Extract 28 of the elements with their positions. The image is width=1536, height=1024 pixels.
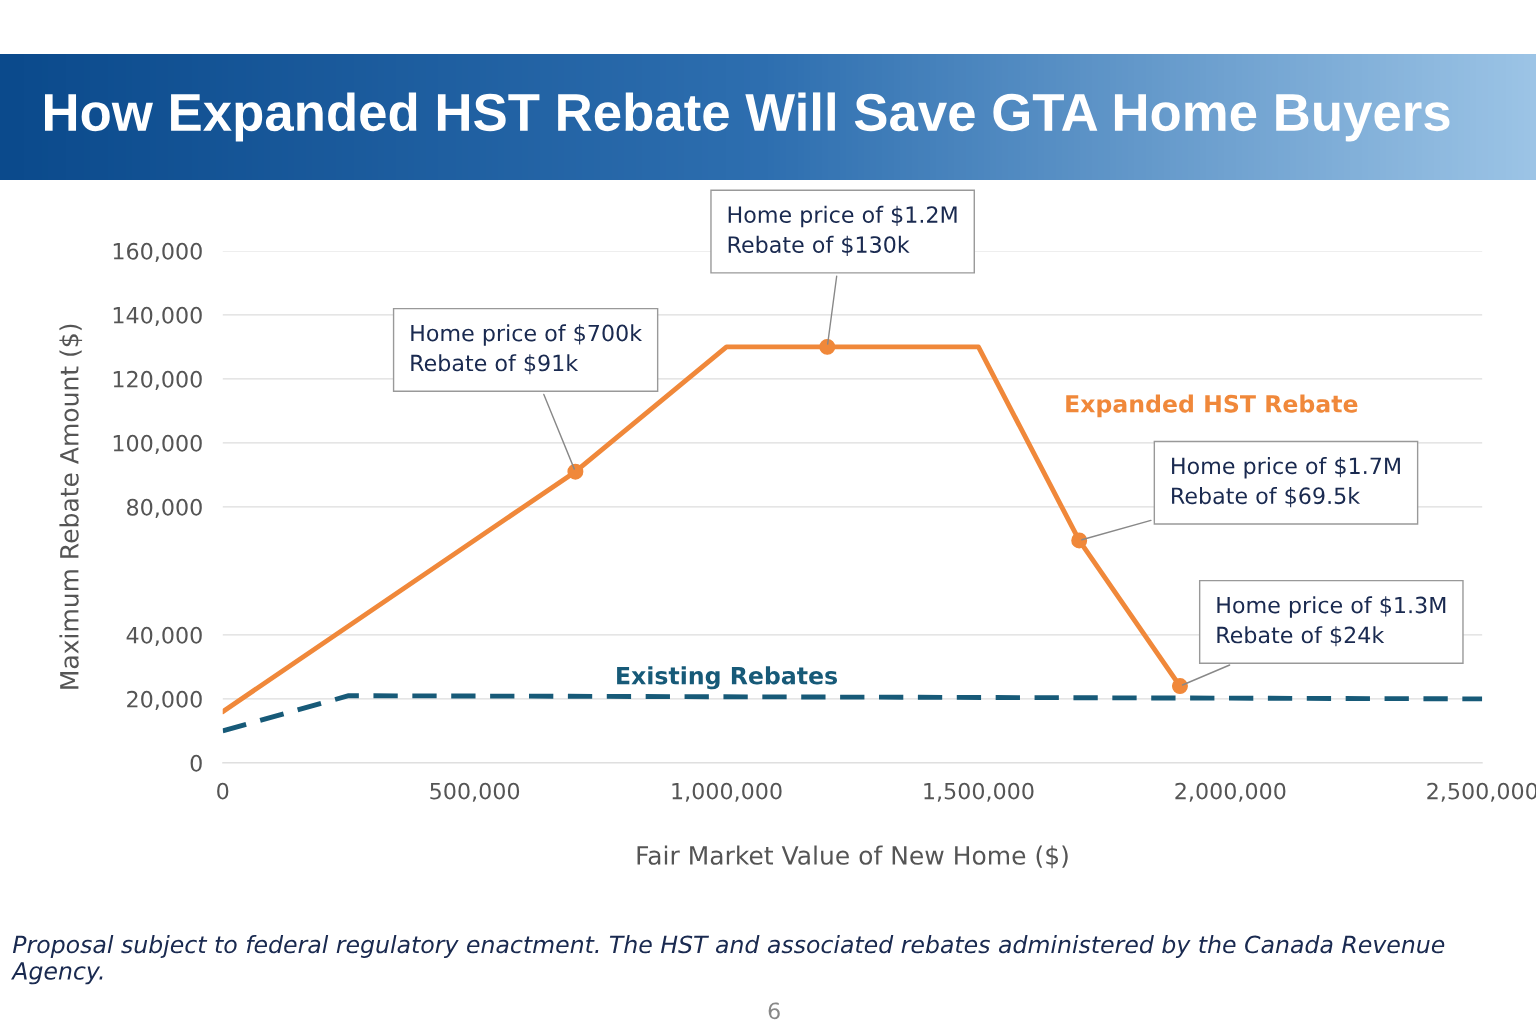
y-tick-label: 140,000	[113, 306, 202, 326]
x-tick-label: 1,500,000	[924, 782, 1034, 802]
point	[819, 338, 836, 355]
point	[567, 463, 584, 480]
y-tick-label: 160,000	[113, 242, 202, 262]
annotation: Home price of $1.2M Rebate of $130k	[728, 205, 957, 256]
point	[1171, 678, 1188, 695]
y-tick-label: 120,000	[113, 370, 202, 390]
text: 6	[768, 1002, 780, 1020]
chart-title: How Expanded HST Rebate Will Save GTA Home Buyers	[45, 92, 1450, 142]
y-tick-label: 40,000	[126, 626, 202, 646]
y-tick-label: 20,000	[127, 690, 202, 710]
y-tick-label: 80,000	[127, 498, 202, 518]
y-tick-label: 100,000	[113, 434, 202, 454]
x-tick-label: 0	[217, 782, 229, 800]
x-tick-label: 500,000	[430, 782, 520, 802]
series-label: Existing Rebates	[617, 666, 838, 690]
annotation: Home price of $1.3M Rebate of $24k	[1217, 596, 1446, 647]
y-tick-label: 0	[190, 754, 202, 772]
x-tick-label: 1,000,000	[672, 782, 782, 802]
point	[1071, 532, 1088, 549]
x-axis-title: Fair Market Value of New Home ($)	[637, 845, 1068, 869]
text: Proposal subject to federal regulatory enactment. The HST and associated rebates administered by the Canada Revenue Agency.	[11, 935, 1445, 985]
series-label: Expanded HST Rebate	[1066, 394, 1358, 418]
y-axis-title: Maximum Rebate Amount ($)	[59, 324, 83, 689]
annotation: Home price of $1.7M Rebate of $69.5k	[1172, 457, 1400, 508]
x-tick-label: 2,000,000	[1175, 782, 1286, 802]
annotation: Home price of $700k Rebate of $91k	[411, 324, 643, 375]
